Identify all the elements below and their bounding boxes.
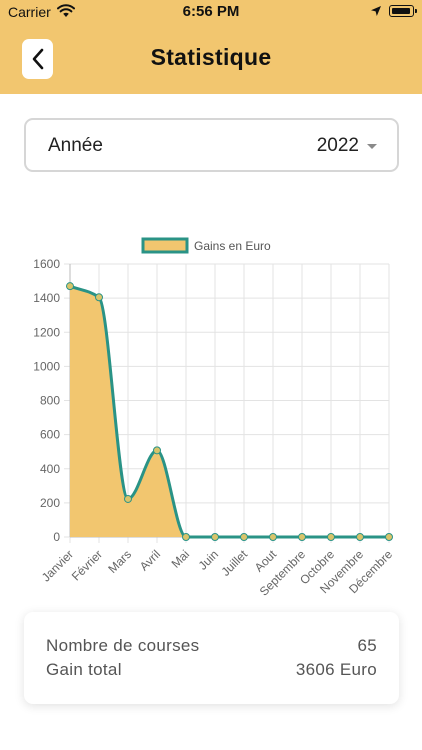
- clock: 6:56 PM: [182, 3, 240, 20]
- battery-icon: [389, 5, 417, 17]
- data-point: [95, 293, 103, 302]
- data-point: [385, 533, 393, 541]
- y-tick-label: 0: [53, 530, 60, 544]
- back-button[interactable]: [22, 39, 53, 79]
- summary-row-courses: Nombre de courses 65: [46, 636, 377, 658]
- page-title: Statistique: [150, 44, 272, 70]
- x-tick-label: Juillet: [219, 547, 251, 579]
- app-header: Statistique: [0, 24, 422, 94]
- x-tick-label: Avril: [137, 547, 163, 573]
- data-point: [356, 533, 364, 541]
- data-point: [124, 494, 132, 503]
- summary-card: Nombre de courses 65 Gain total 3606 Eur…: [24, 612, 399, 704]
- data-point: [269, 533, 277, 541]
- legend-swatch: [141, 237, 189, 254]
- legend-label: Gains en Euro: [194, 239, 271, 253]
- year-select[interactable]: Année 2022: [24, 118, 399, 172]
- summary-label: Nombre de courses: [46, 636, 200, 655]
- summary-label: Gain total: [46, 660, 122, 679]
- y-tick-label: 400: [40, 462, 60, 476]
- wifi-icon: [57, 4, 75, 17]
- data-point: [327, 533, 335, 541]
- summary-value: 65: [357, 636, 377, 655]
- x-tick-label: Janvier: [39, 547, 76, 584]
- location-arrow-icon: [371, 6, 381, 16]
- status-bar: Carrier 6:56 PM: [0, 0, 422, 24]
- gains-chart: 0 200 400 600 800 1000 1200 1400 1600 JanvierFévr…: [33, 237, 395, 599]
- y-tick-label: 1200: [33, 325, 60, 339]
- data-point: [153, 446, 161, 455]
- year-select-value: 2022: [316, 135, 359, 156]
- data-point: [211, 533, 219, 541]
- y-tick-label: 800: [40, 394, 60, 408]
- x-tick-label: Mai: [169, 547, 193, 571]
- y-tick-label: 1000: [33, 359, 60, 373]
- data-point: [240, 533, 248, 541]
- data-point: [66, 282, 74, 291]
- carrier-label: Carrier: [8, 4, 51, 20]
- summary-row-gain: Gain total 3606 Euro: [46, 660, 377, 682]
- y-tick-label: 200: [40, 496, 60, 510]
- chevron-left-icon: [32, 48, 43, 70]
- caret-down-icon: [367, 144, 377, 149]
- series-area: [70, 286, 389, 537]
- year-select-label: Année: [48, 135, 103, 156]
- data-point: [182, 533, 190, 541]
- x-tick-label: Février: [69, 547, 105, 583]
- summary-value: 3606 Euro: [295, 660, 377, 679]
- y-tick-label: 600: [40, 428, 60, 442]
- data-point: [298, 533, 306, 541]
- x-tick-label: Mars: [105, 547, 134, 576]
- y-tick-label: 1600: [33, 257, 60, 271]
- y-tick-label: 1400: [33, 291, 60, 305]
